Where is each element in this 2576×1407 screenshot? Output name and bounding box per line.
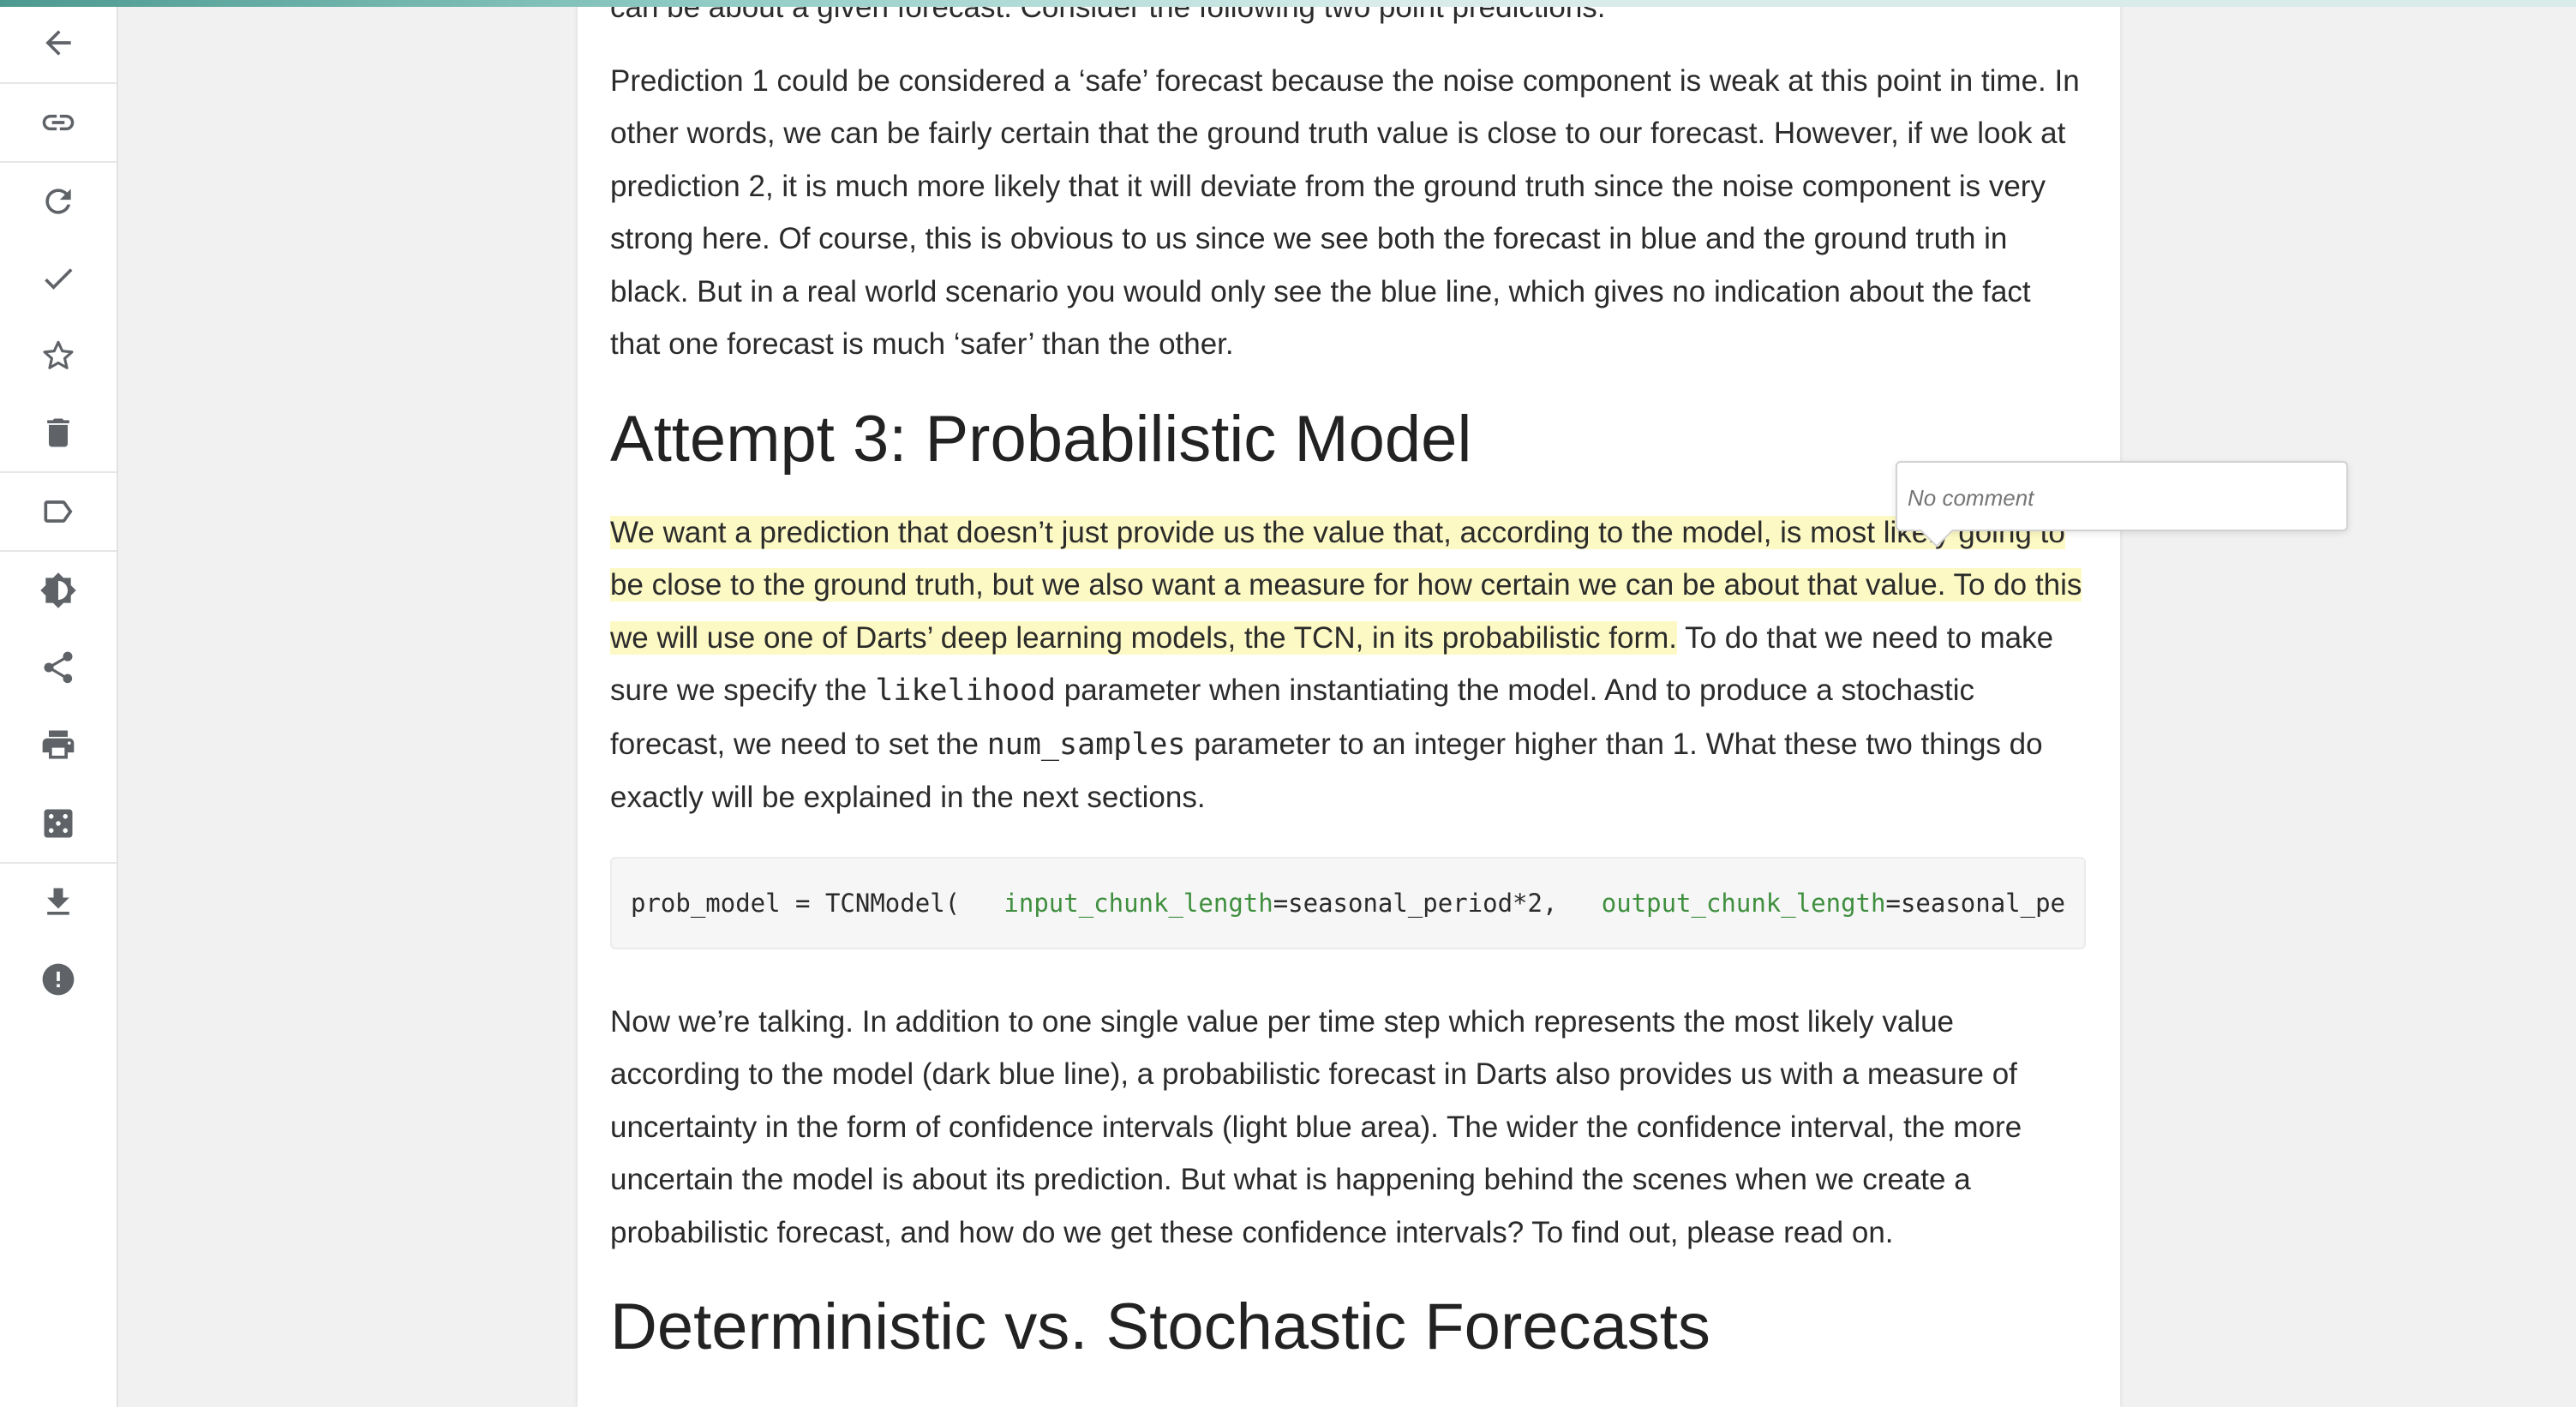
reading-progress-fill (0, 0, 1340, 7)
share-button[interactable] (0, 629, 117, 706)
section-heading: Attempt 3: Probabilistic Model (610, 402, 1472, 476)
code-text: =seasonal_pe (1885, 888, 2065, 918)
download-icon (47, 888, 69, 915)
random-button[interactable] (0, 785, 117, 862)
inline-code: likelihood (875, 674, 1057, 708)
toolbar-divider (0, 550, 117, 552)
theme-button[interactable] (0, 552, 117, 629)
delete-button[interactable] (0, 394, 117, 471)
code-text: =seasonal_period*2, (1273, 888, 1558, 918)
refresh-button[interactable] (0, 163, 117, 240)
code-block[interactable]: prob_model = TCNModel( input_chunk_length… (610, 856, 2086, 949)
tag-button[interactable] (0, 473, 117, 550)
mark-read-button[interactable] (0, 240, 117, 317)
paragraph-text: To do that we need to make sure we speci… (610, 620, 2054, 708)
brightness-icon (40, 572, 76, 608)
copy-link-button[interactable] (0, 84, 117, 161)
paragraph-text: parameter to an integer higher than 1. W… (610, 727, 2043, 815)
print-button[interactable] (0, 706, 117, 783)
toolbar-divider (0, 82, 117, 84)
share-icon (44, 651, 73, 684)
code-keyword: input_chunk_length (1003, 888, 1273, 918)
highlighted-text[interactable]: We want a prediction that doesn’t just p… (610, 515, 2082, 655)
download-button[interactable] (0, 864, 117, 941)
paragraph: We want a prediction that doesn’t just p… (610, 506, 2086, 824)
section-heading: Deterministic vs. Stochastic Forecasts (610, 1290, 1710, 1363)
code-text: prob_model = TCNModel( (631, 888, 961, 918)
toolbar-divider (0, 471, 117, 473)
article-view: can be about a given forecast. Consider … (578, 0, 2120, 1407)
refresh-icon (45, 189, 71, 214)
printer-icon (42, 730, 75, 759)
paragraph-text: parameter when instantiating the model. … (610, 674, 1975, 761)
article-content: can be about a given forecast. Consider … (610, 0, 2086, 1394)
comment-input[interactable] (1908, 485, 2336, 512)
arrow-left-icon (45, 30, 71, 56)
back-button[interactable] (0, 4, 117, 81)
trash-icon (47, 418, 69, 447)
code-keyword: output_chunk_length (1601, 888, 1886, 918)
favorite-button[interactable] (0, 317, 117, 394)
toolbar (0, 0, 118, 1407)
alert-circle-icon (42, 963, 75, 996)
link-icon (42, 114, 75, 131)
toolbar-divider (0, 862, 117, 864)
paragraph: Prediction 1 could be considered a ‘safe… (610, 63, 2080, 362)
dice-icon (44, 809, 73, 838)
check-icon (45, 268, 73, 290)
reading-progress-bar (0, 0, 2576, 7)
star-outline-icon (43, 340, 74, 369)
label-icon (44, 500, 73, 523)
paragraph: Now we’re talking. In addition to one si… (610, 1004, 2022, 1249)
report-button[interactable] (0, 941, 117, 1018)
annotation-comment-popup (1896, 461, 2348, 531)
inline-code: num_samples (986, 727, 1186, 762)
toolbar-divider (0, 161, 117, 163)
